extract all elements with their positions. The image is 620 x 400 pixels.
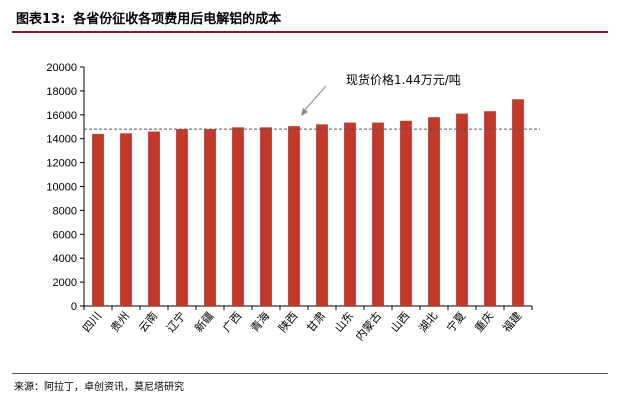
y-tick-label: 8000	[53, 205, 77, 217]
x-tick-label: 山东	[332, 310, 356, 335]
y-tick-label: 18000	[46, 86, 77, 98]
x-tick-label: 重庆	[471, 309, 496, 335]
bar	[148, 131, 160, 306]
annotation-arrow-head	[301, 108, 308, 116]
x-tick-label: 福建	[499, 309, 524, 335]
x-tick-label: 青海	[247, 309, 272, 335]
x-tick-label: 甘肃	[304, 310, 328, 335]
bar	[288, 126, 300, 306]
bar	[232, 127, 244, 306]
x-tick-label: 四川	[80, 310, 104, 335]
bar	[456, 113, 468, 306]
y-tick-label: 12000	[46, 158, 77, 170]
bar	[120, 133, 132, 306]
source-divider	[12, 373, 608, 374]
source-note: 来源：阿拉丁，卓创资讯，莫尼塔研究	[14, 382, 184, 393]
bar	[260, 127, 272, 306]
bar	[204, 129, 216, 306]
bar	[400, 120, 412, 307]
x-tick-label: 山西	[388, 310, 412, 335]
y-tick-label: 10000	[46, 182, 77, 194]
x-tick-label: 贵州	[108, 310, 132, 335]
y-tick-label: 16000	[46, 110, 77, 122]
x-tick-label: 内蒙古	[352, 309, 384, 343]
bar	[316, 124, 328, 306]
figure-title-text: 各省份征收各项费用后电解铝的成本	[73, 11, 282, 27]
bar	[512, 99, 524, 306]
y-tick-label: 2000	[53, 277, 77, 289]
y-tick-label: 4000	[53, 253, 77, 265]
y-tick-label: 6000	[53, 229, 77, 241]
reference-line-label: 现货价格1.44万元/吨	[346, 72, 461, 87]
x-tick-label: 陕西	[275, 309, 300, 335]
bar	[92, 133, 104, 306]
y-tick-label: 0	[71, 301, 77, 313]
x-tick-label: 宁夏	[443, 309, 468, 335]
bar	[176, 129, 188, 306]
title-divider	[12, 31, 608, 33]
bar	[344, 122, 356, 306]
bar	[428, 117, 440, 306]
figure-title: 图表13: 各省份征收各项费用后电解铝的成本	[16, 6, 281, 28]
figure-title-prefix: 图表13:	[16, 11, 66, 27]
annotation-arrow-shaft	[302, 85, 327, 113]
y-tick-label: 20000	[46, 62, 77, 74]
x-tick-label: 云南	[136, 310, 160, 335]
bar	[372, 122, 384, 306]
x-tick-label: 新疆	[191, 309, 216, 335]
y-tick-label: 14000	[46, 134, 77, 146]
x-tick-label: 广西	[220, 310, 244, 335]
x-tick-label: 湖北	[416, 310, 440, 335]
x-tick-label: 辽宁	[163, 309, 188, 335]
bar	[484, 111, 496, 306]
